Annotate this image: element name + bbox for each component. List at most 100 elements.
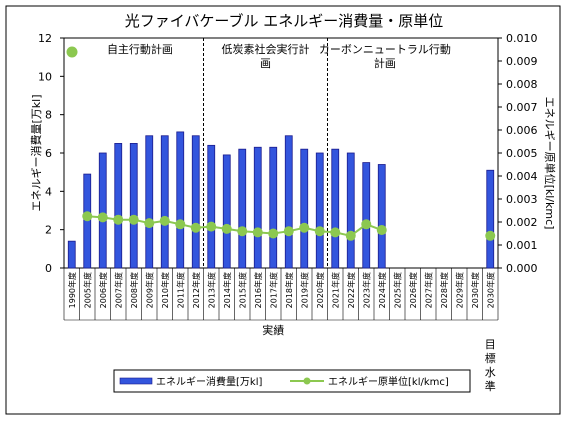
x-tick-label: 2007年度 xyxy=(113,272,123,308)
intensity-point xyxy=(97,212,108,223)
bar xyxy=(129,143,138,269)
outer-border xyxy=(5,5,561,415)
phase-label: 低炭素社会実行計 xyxy=(222,42,310,56)
y-tick-label: 10 xyxy=(38,70,52,83)
legend-bar-swatch xyxy=(119,377,153,385)
y2-tick-label: 0.005 xyxy=(506,147,538,160)
intensity-point xyxy=(330,227,341,238)
x-tick-label: 2006年度 xyxy=(98,272,108,308)
bar xyxy=(191,135,200,269)
y-tick-label: 12 xyxy=(38,32,52,45)
x-tick-label: 2009年度 xyxy=(144,272,154,308)
target-label-char: 水 xyxy=(485,366,496,379)
bar xyxy=(160,135,169,269)
bar xyxy=(114,143,123,269)
y-tick-label: 6 xyxy=(45,147,52,160)
x-tick-label: 2016年度 xyxy=(253,272,263,308)
intensity-point xyxy=(252,227,263,238)
phase-label: カーボンニュートラル行動 xyxy=(319,42,451,56)
phase-label: 自主行動計画 xyxy=(107,42,173,56)
phase-label: 画 xyxy=(260,57,271,70)
y2-tick-label: 0.008 xyxy=(506,78,538,91)
bar xyxy=(377,164,386,269)
x-axis-title: 実績 xyxy=(262,323,284,337)
intensity-point xyxy=(283,226,294,237)
bar xyxy=(331,148,340,269)
x-tick-label: 2028年度 xyxy=(439,272,449,308)
y-tick-label: 0 xyxy=(45,262,52,275)
x-tick-label: 2018年度 xyxy=(284,272,294,308)
x-tick-label: 1990年度 xyxy=(67,272,77,308)
y-tick-label: 8 xyxy=(45,109,52,122)
bar xyxy=(98,152,107,269)
chart-title: 光ファイバケーブル エネルギー消費量・原単位 xyxy=(125,12,444,30)
x-tick-label: 2013年度 xyxy=(206,272,216,308)
bar xyxy=(300,148,309,269)
intensity-point xyxy=(376,225,387,236)
y2-tick-label: 0.010 xyxy=(506,32,538,45)
x-tick-label: 2014年度 xyxy=(222,272,232,308)
bar xyxy=(238,148,247,269)
target-label-char: 準 xyxy=(485,379,496,393)
intensity-point xyxy=(82,211,93,222)
target-label-char: 標 xyxy=(485,351,496,365)
x-tick-label: 2012年度 xyxy=(191,272,201,308)
x-tick-label: 2015年度 xyxy=(237,272,247,308)
x-tick-label: 2019年度 xyxy=(299,272,309,308)
y2-tick-label: 0.001 xyxy=(506,239,538,252)
y2-tick-label: 0.002 xyxy=(506,216,538,229)
y-axis-title: エネルギー消費量[万kl] xyxy=(29,94,43,211)
bar xyxy=(176,131,185,269)
x-tick-label: 2008年度 xyxy=(129,272,139,308)
intensity-point xyxy=(314,226,325,237)
bar xyxy=(315,152,324,269)
bar xyxy=(67,240,76,269)
bar xyxy=(284,135,293,269)
y2-tick-label: 0.009 xyxy=(506,55,538,68)
bar xyxy=(362,162,371,269)
intensity-point xyxy=(175,219,186,230)
bar xyxy=(145,135,154,269)
x-tick-label: 2005年度 xyxy=(82,272,92,308)
y-tick-label: 4 xyxy=(45,185,52,198)
intensity-point xyxy=(113,214,124,225)
y2-tick-label: 0.007 xyxy=(506,101,538,114)
x-tick-label: 2027年度 xyxy=(423,272,433,308)
intensity-point xyxy=(128,214,139,225)
bar xyxy=(486,169,495,269)
y2-tick-label: 0.006 xyxy=(506,124,538,137)
bar xyxy=(269,146,278,269)
x-tick-label: 2030年度 xyxy=(485,272,495,308)
x-tick-label: 2025年度 xyxy=(392,272,402,308)
intensity-point xyxy=(221,223,232,234)
y2-axis-title: エネルギー原単位[kl/kmc] xyxy=(543,97,557,230)
x-tick-label: 2029年度 xyxy=(454,272,464,308)
intensity-point xyxy=(268,228,279,239)
x-tick-label: 2010年度 xyxy=(160,272,170,308)
bar xyxy=(253,146,262,269)
x-tick-label: 2024年度 xyxy=(377,272,387,308)
x-tick-label: 2011年度 xyxy=(175,272,185,308)
bar xyxy=(207,144,216,269)
y-tick-label: 2 xyxy=(45,224,52,237)
intensity-point xyxy=(361,219,372,230)
y2-tick-label: 0.004 xyxy=(506,170,538,183)
legend-line-marker xyxy=(303,377,311,385)
bar xyxy=(346,152,355,269)
bar xyxy=(222,154,231,269)
legend-bar-label: エネルギー消費量[万kl] xyxy=(156,375,262,388)
legend-line-label: エネルギー原単位[kl/kmc] xyxy=(328,375,449,388)
y2-tick-label: 0.003 xyxy=(506,193,538,206)
phase-marker-icon xyxy=(66,46,78,58)
x-tick-label: 2026年度 xyxy=(408,272,418,308)
target-label-char: 目 xyxy=(485,338,496,351)
intensity-point xyxy=(485,230,496,241)
intensity-point xyxy=(190,222,201,233)
intensity-point xyxy=(299,222,310,233)
intensity-point xyxy=(206,221,217,232)
y2-tick-label: 0.000 xyxy=(506,262,538,275)
intensity-point xyxy=(345,230,356,241)
intensity-point xyxy=(144,218,155,229)
x-tick-label: 2022年度 xyxy=(346,272,356,308)
